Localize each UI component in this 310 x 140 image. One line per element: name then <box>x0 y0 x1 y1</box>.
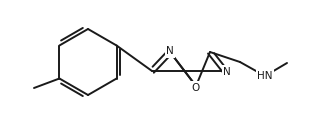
Text: N: N <box>166 46 174 56</box>
Text: O: O <box>192 83 200 93</box>
Text: HN: HN <box>257 71 273 81</box>
Text: N: N <box>223 67 231 77</box>
